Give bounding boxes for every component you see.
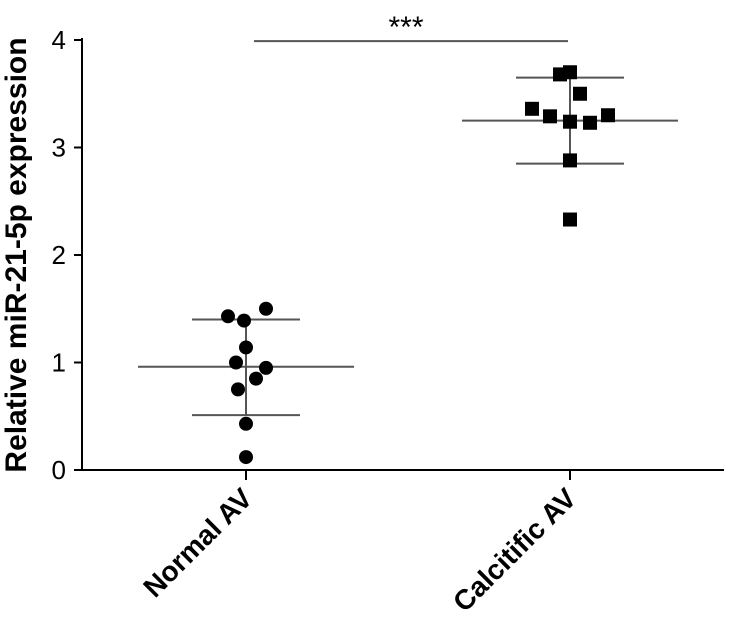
y-ticks: 0 1 2 3 4 — [52, 25, 82, 485]
y-tick-label: 1 — [52, 348, 66, 378]
y-tick-label: 0 — [52, 455, 66, 485]
data-point-square — [601, 108, 615, 123]
data-point-circle — [259, 301, 273, 316]
data-point-square — [525, 101, 539, 116]
y-axis-label-group: Relative miR-21-5p expression — [0, 37, 33, 472]
data-point-circle — [249, 371, 263, 386]
data-point-circle — [259, 360, 273, 375]
data-point-circle — [221, 309, 235, 324]
y-axis-label: Relative miR-21-5p expression — [0, 37, 33, 472]
significance-annotation: *** — [254, 11, 568, 44]
y-tick-label: 3 — [52, 133, 66, 163]
x-ticks: Normal AV Calcitific AV — [137, 470, 582, 618]
data-point-circle — [239, 450, 253, 465]
data-point-square — [563, 212, 577, 227]
data-point-circle — [239, 416, 253, 431]
data-point-circle — [229, 355, 243, 370]
y-tick-label: 4 — [52, 25, 66, 55]
y-tick-label: 2 — [52, 240, 66, 270]
data-point-square — [563, 114, 577, 129]
data-point-square — [583, 115, 597, 130]
data-points — [221, 65, 615, 465]
significance-label: *** — [388, 11, 423, 44]
data-point-circle — [239, 340, 253, 355]
data-point-circle — [231, 382, 245, 397]
data-point-square — [553, 67, 567, 82]
data-point-circle — [237, 313, 251, 328]
data-point-square — [543, 109, 557, 124]
axes — [81, 38, 724, 471]
data-point-square — [573, 86, 587, 101]
data-point-square — [563, 153, 577, 168]
x-tick-label: Calcitific AV — [447, 482, 582, 617]
x-tick-label: Normal AV — [137, 482, 258, 603]
